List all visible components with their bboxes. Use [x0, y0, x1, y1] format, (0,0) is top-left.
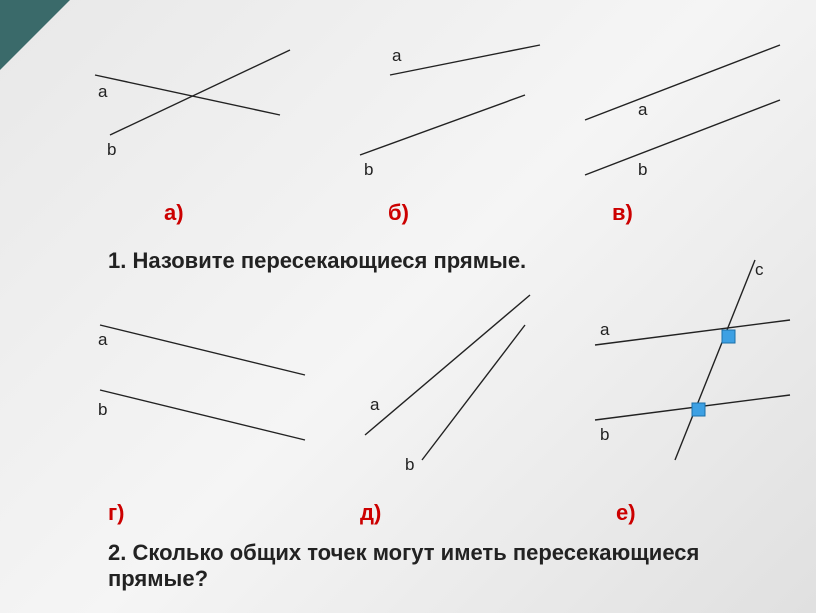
line-a [365, 295, 530, 435]
line-b [585, 100, 780, 175]
line-a [100, 325, 305, 375]
label-a: a [392, 46, 401, 66]
line-a [585, 45, 780, 120]
label-b: b [638, 160, 647, 180]
label-a: a [98, 82, 107, 102]
label-b: b [107, 140, 116, 160]
line-b [422, 325, 525, 460]
diagram-v: a b [580, 40, 790, 190]
diagram-a: a b [90, 40, 290, 160]
right-angle-marker [722, 330, 735, 343]
panel-label-g: г) [108, 500, 125, 526]
question-2: 2. Сколько общих точек могут иметь перес… [108, 540, 788, 592]
diagram-g: a b [90, 310, 320, 450]
label-b: b [98, 400, 107, 420]
panel-label-v: в) [612, 200, 633, 226]
line-b [110, 50, 290, 135]
diagram-b: a b [350, 40, 550, 180]
label-a: a [638, 100, 647, 120]
panel-label-e: е) [616, 500, 636, 526]
line-b [100, 390, 305, 440]
label-b: b [405, 455, 414, 475]
label-a: a [600, 320, 609, 340]
line-c [675, 260, 755, 460]
panel-label-a: а) [164, 200, 184, 226]
diagram-e: a b c [590, 260, 800, 470]
right-angle-marker [692, 403, 705, 416]
line-a [390, 45, 540, 75]
label-a: a [370, 395, 379, 415]
line-a [95, 75, 280, 115]
label-b: b [364, 160, 373, 180]
slide-canvas: a b a b a b а) б) в) 1. Назовите пересек… [0, 0, 816, 613]
line-b [360, 95, 525, 155]
line-a [595, 320, 790, 345]
label-b: b [600, 425, 609, 445]
panel-label-b: б) [388, 200, 409, 226]
diagram-d: a b [350, 290, 550, 470]
question-1: 1. Назовите пересекающиеся прямые. [108, 248, 526, 274]
label-a: a [98, 330, 107, 350]
label-c: c [755, 260, 764, 280]
panel-label-d: д) [360, 500, 381, 526]
